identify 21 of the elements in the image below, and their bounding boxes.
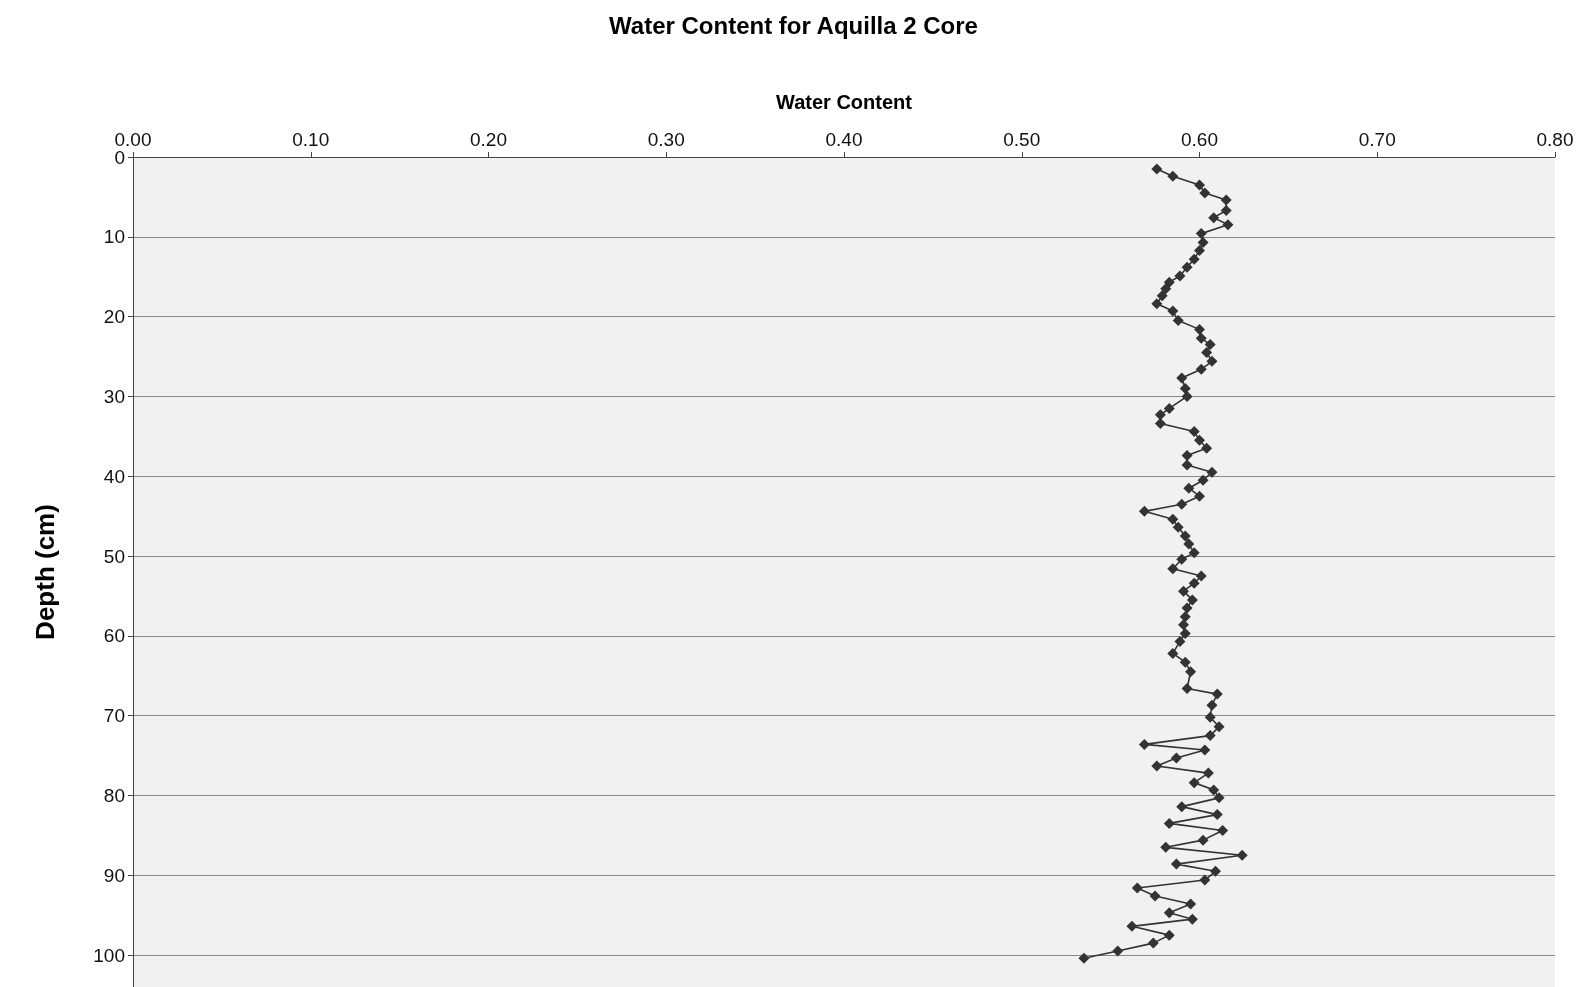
x-tick-label: 0.40 [825, 129, 863, 150]
x-tick-label: 0.30 [647, 129, 685, 150]
x-tick-label: 0.60 [1181, 129, 1218, 150]
x-tick-label: 0.80 [1536, 129, 1574, 150]
y-tick-label: 30 [103, 385, 125, 407]
y-tick-label: 50 [103, 545, 125, 567]
x-axis-title: Water Content [776, 91, 913, 113]
x-tick-label: 0.70 [1358, 129, 1396, 150]
y-tick-label: 80 [103, 784, 125, 806]
y-tick-label: 90 [103, 864, 125, 886]
y-tick-label: 60 [103, 625, 125, 647]
y-tick-label: 40 [103, 465, 125, 487]
x-tick-label: 0.10 [292, 129, 330, 150]
chart-title: Water Content for Aquilla 2 Core [609, 11, 978, 39]
x-tick-label: 0.50 [1003, 129, 1041, 150]
y-tick-label: 20 [103, 306, 125, 328]
y-tick-label: 70 [103, 705, 125, 727]
y-tick-label: 100 [93, 944, 125, 966]
x-tick-label: 0.20 [470, 129, 507, 150]
y-axis-title: Depth (cm) [30, 504, 60, 640]
y-tick-label: 10 [103, 226, 125, 248]
